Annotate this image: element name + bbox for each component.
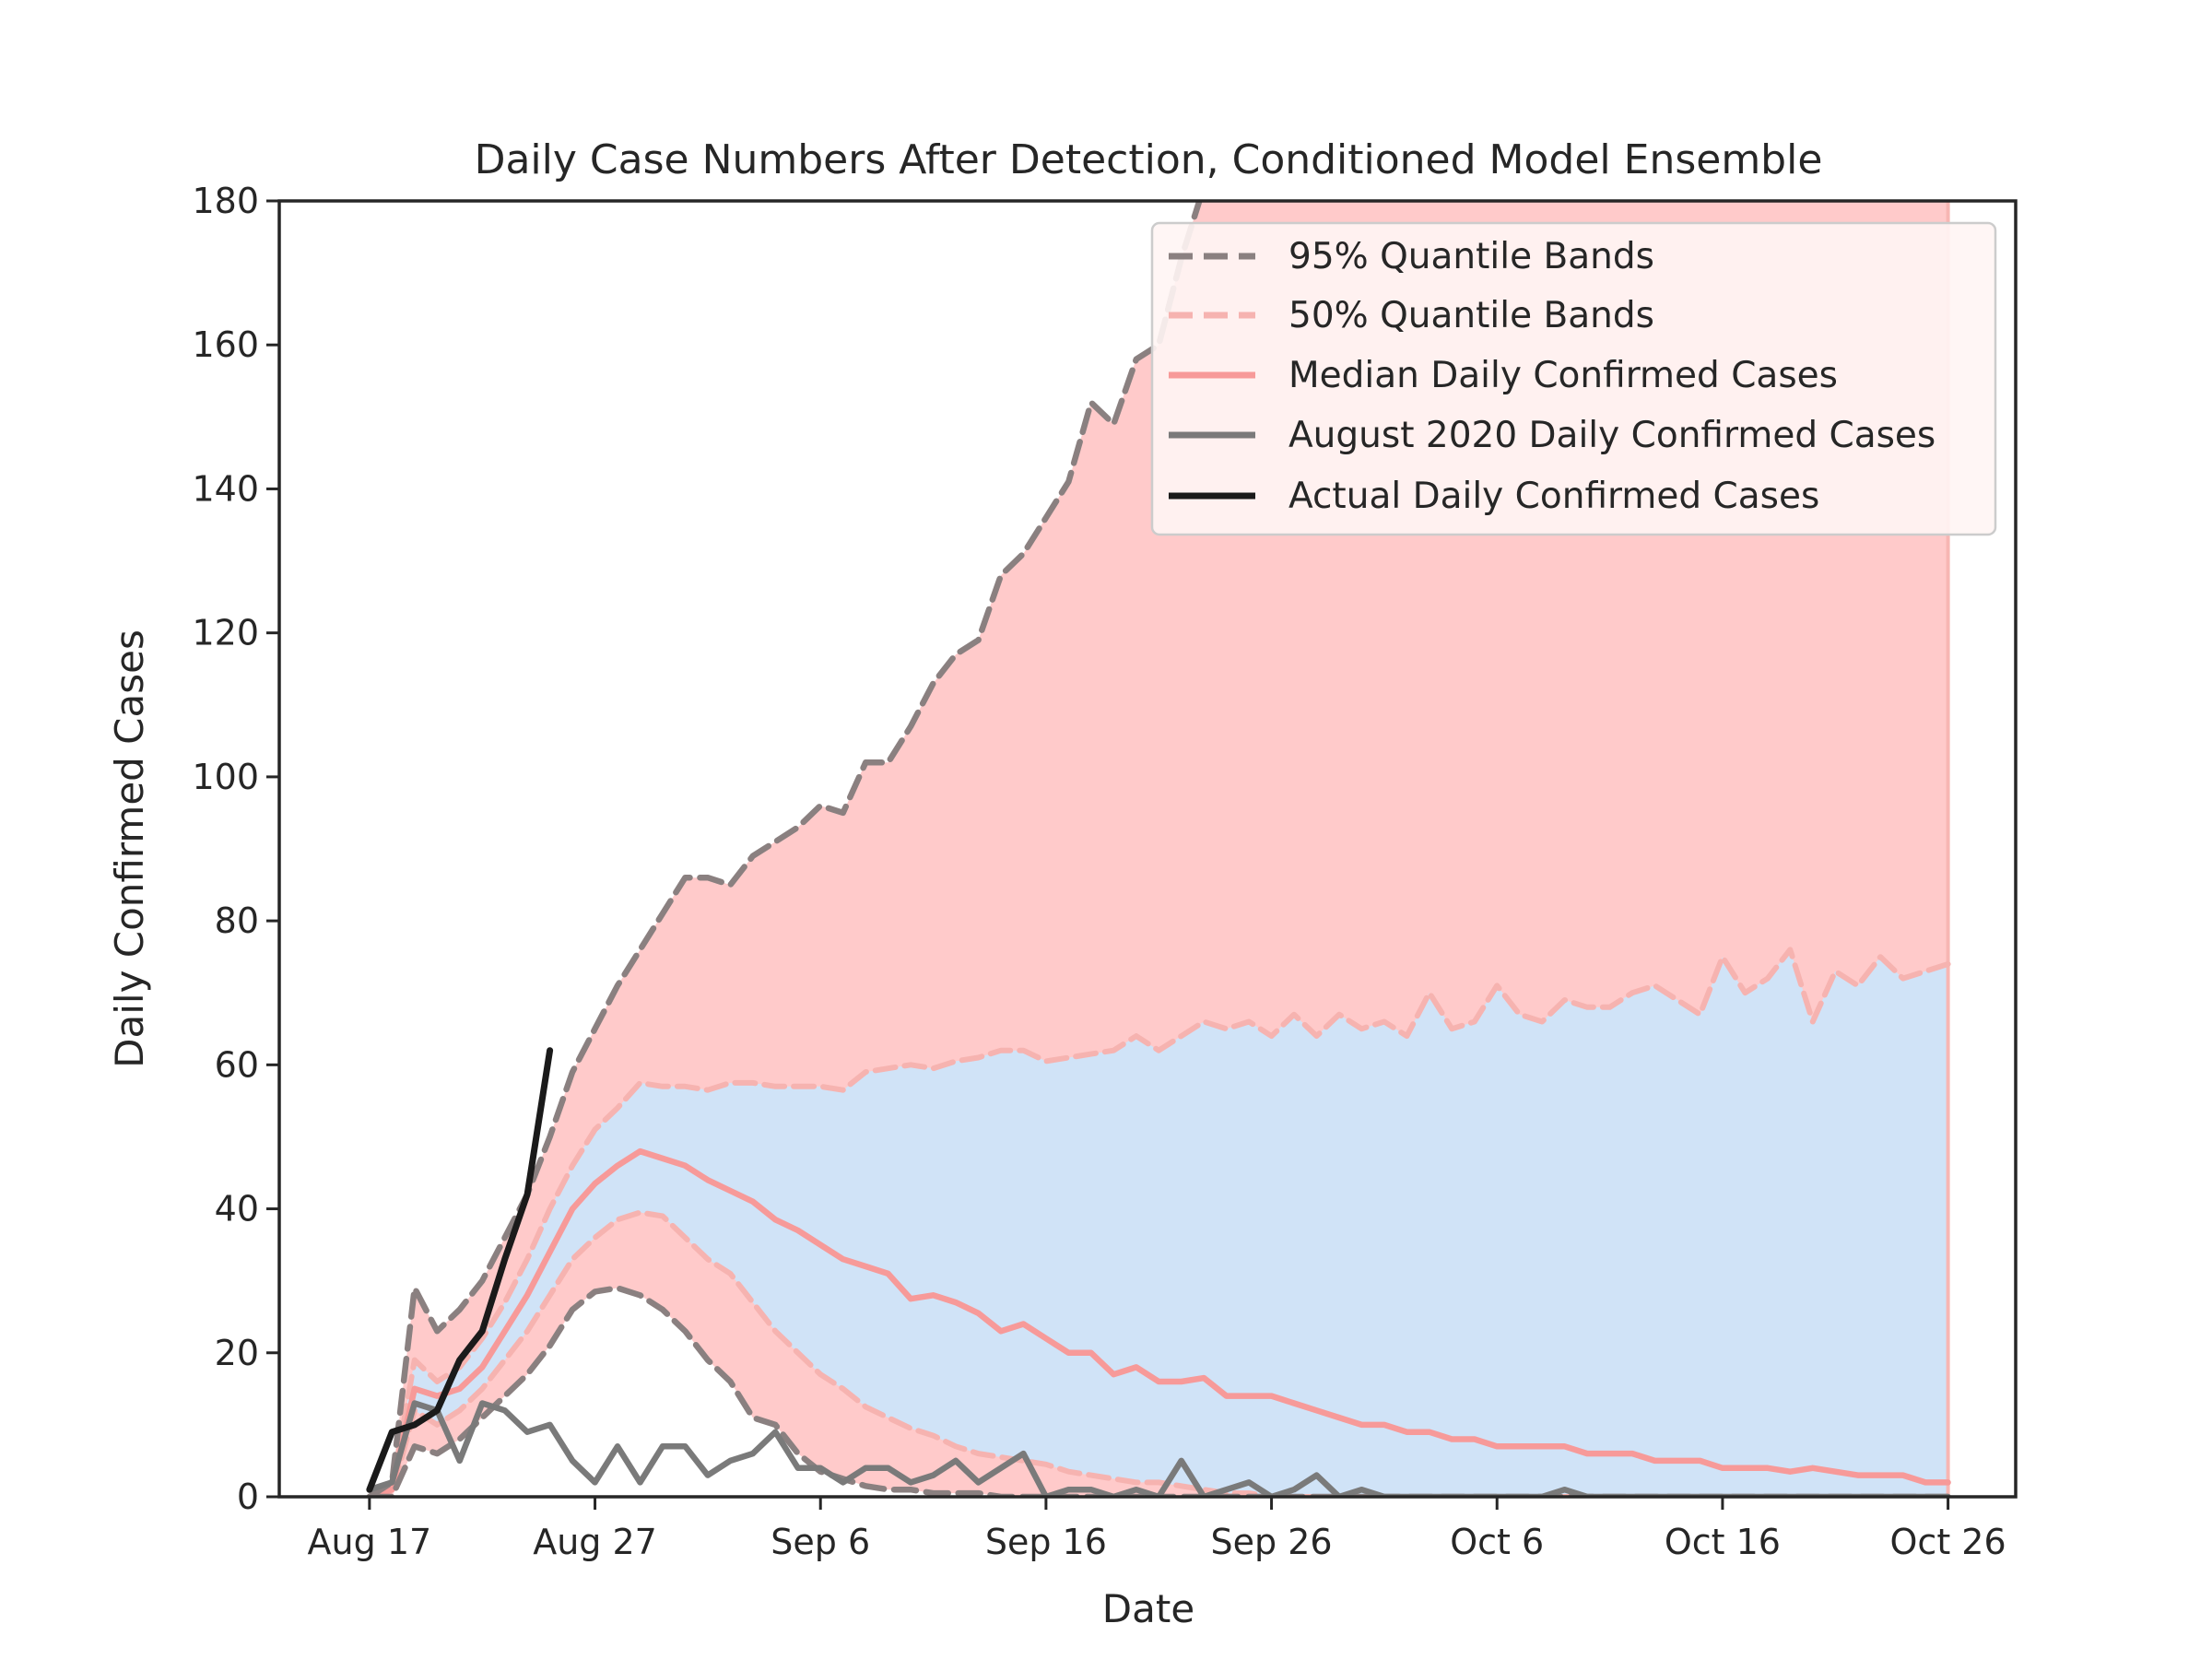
legend-label-actual: Actual Daily Confirmed Cases: [1288, 476, 1819, 517]
legend-label-50-quantile: 50% Quantile Bands: [1288, 295, 1654, 336]
legend-label-median: Median Daily Confirmed Cases: [1288, 355, 1838, 396]
legend-entry-median: Median Daily Confirmed Cases: [1169, 355, 1838, 396]
x-tick-label: Sep 6: [771, 1522, 870, 1562]
y-tick-label: 160: [192, 324, 259, 365]
y-tick-label: 140: [192, 468, 259, 509]
legend-entry-august-2020: August 2020 Daily Confirmed Cases: [1169, 415, 1936, 456]
x-tick-label: Oct 6: [1450, 1522, 1544, 1562]
legend-entry-95-quantile-bands: 95% Quantile Bands: [1169, 236, 1654, 277]
y-tick-label: 100: [192, 757, 259, 797]
legend-label-95-quantile: 95% Quantile Bands: [1288, 236, 1654, 277]
legend-entry-actual: Actual Daily Confirmed Cases: [1169, 476, 1819, 517]
median-line: [366, 1147, 1951, 1497]
actual-cases-line: [366, 1047, 554, 1493]
x-axis: Aug 17 Aug 27 Sep 6 Sep 16 Sep 26 Oct 6 Oct 16…: [308, 1497, 2006, 1562]
upper-50-quantile-line: [366, 947, 1951, 1497]
legend-entry-50-quantile-bands: 50% Quantile Bands: [1169, 295, 1654, 336]
y-tick-label: 0: [237, 1477, 259, 1517]
x-tick-label: Oct 16: [1665, 1522, 1781, 1562]
x-tick-label: Aug 17: [308, 1522, 432, 1562]
y-axis: 0 20 40 60 80 100 120 140 160 180: [192, 181, 279, 1517]
chart-title: Daily Case Numbers After Detection, Cond…: [475, 136, 1823, 183]
y-tick-label: 120: [192, 613, 259, 653]
y-tick-label: 60: [215, 1044, 259, 1085]
upper-95-quantile-line: [366, 201, 1203, 1497]
plot-frame: [277, 199, 2018, 1499]
y-tick-label: 20: [215, 1333, 259, 1373]
lower-50-quantile-line: [366, 1209, 1951, 1497]
lower-95-quantile-line: [366, 1285, 1951, 1497]
x-tick-label: Sep 26: [1211, 1522, 1333, 1562]
x-tick-label: Sep 16: [985, 1522, 1107, 1562]
x-axis-label: Date: [1102, 1586, 1194, 1631]
y-tick-label: 40: [215, 1189, 259, 1230]
x-tick-label: Aug 27: [533, 1522, 657, 1562]
y-tick-label: 80: [215, 900, 259, 941]
legend: 95% Quantile Bands 50% Quantile Bands Me…: [1150, 221, 1997, 536]
x-tick-label: Oct 26: [1890, 1522, 2006, 1562]
august-2020-line: [366, 1400, 1951, 1497]
y-tick-label: 180: [192, 181, 259, 221]
y-axis-label: Daily Confirmed Cases: [107, 629, 152, 1068]
legend-label-august-2020: August 2020 Daily Confirmed Cases: [1288, 415, 1936, 456]
legend-box: [1150, 221, 1997, 536]
